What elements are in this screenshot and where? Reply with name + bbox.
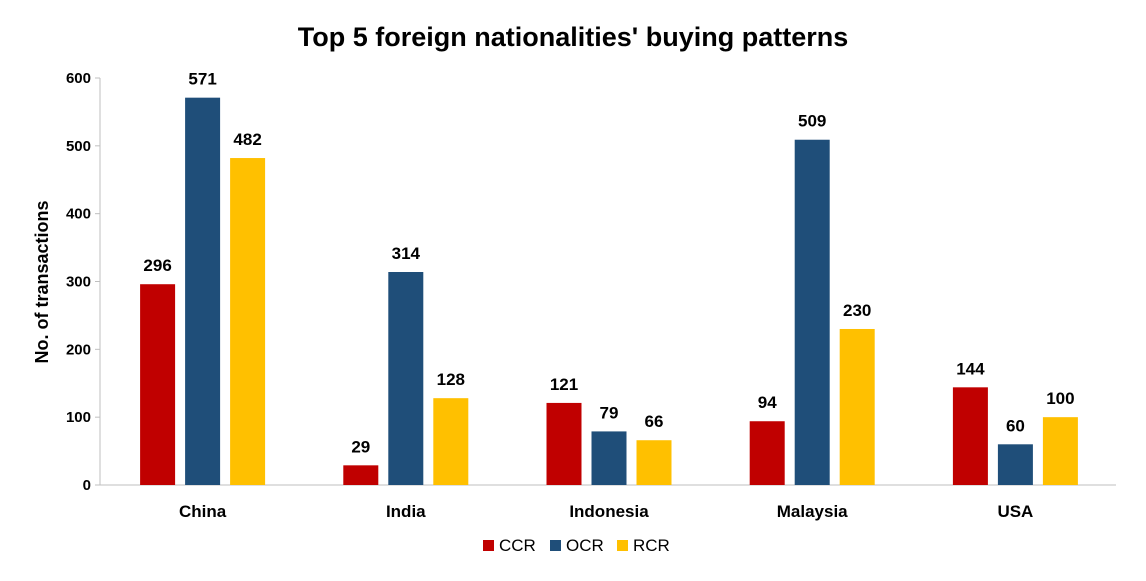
data-label: 100 [1046,389,1074,408]
legend-swatch [617,540,628,551]
data-label: 314 [392,244,421,263]
bar-ccr-indonesia [546,402,582,485]
data-label: 121 [550,375,578,394]
legend-label: RCR [633,536,670,555]
bar-ccr-malaysia [749,421,785,485]
legend-item-rcr: RCR [617,536,670,555]
bar-ocr-indonesia [591,431,627,485]
category-label: Indonesia [569,502,649,521]
category-label: Malaysia [777,502,848,521]
data-label: 571 [188,70,216,89]
legend-label: CCR [499,536,536,555]
legend: CCR OCR RCR [483,536,670,555]
data-label: 29 [351,437,370,456]
y-tick-label: 200 [66,341,91,358]
y-tick-label: 400 [66,206,91,223]
y-tick-label: 300 [66,274,91,291]
data-label: 482 [233,130,261,149]
bar-rcr-china [230,158,266,485]
bar-rcr-malaysia [839,328,875,485]
data-label: 230 [843,301,871,320]
data-label: 60 [1006,416,1025,435]
legend-swatch [550,540,561,551]
legend-item-ccr: CCR [483,536,536,555]
data-labels: 296 571 482 29 314 128 121 79 66 94 509 230 144 60 100 [143,70,1074,457]
category-label: USA [997,502,1033,521]
legend-item-ocr: OCR [550,536,604,555]
chart-title: Top 5 foreign nationalities' buying patt… [298,22,848,52]
data-label: 66 [645,412,664,431]
category-label: China [179,502,227,521]
bar-rcr-india [433,398,469,485]
bar-rcr-usa [1042,417,1078,485]
y-tick-label: 100 [66,409,91,426]
bar-ocr-india [388,272,424,485]
data-label: 296 [143,256,171,275]
y-tick-label: 600 [66,70,91,87]
y-tick-label: 0 [83,477,91,494]
data-label: 144 [956,359,985,378]
bar-ocr-china [185,97,221,486]
data-label: 128 [437,370,465,389]
bars [140,97,1078,486]
bar-ccr-usa [952,387,988,485]
bar-ccr-india [343,465,379,485]
y-axis: 0 100 200 300 400 500 600 [66,70,100,494]
bar-ocr-usa [997,444,1033,485]
bar-ccr-china [140,284,176,485]
bar-ocr-malaysia [794,139,830,485]
data-label: 94 [758,393,777,412]
data-label: 509 [798,112,826,131]
legend-label: OCR [566,536,604,555]
legend-swatch [483,540,494,551]
y-tick-label: 500 [66,138,91,155]
x-axis: China India Indonesia Malaysia USA [179,502,1033,521]
y-axis-title: No. of transactions [32,200,52,363]
data-label: 79 [600,403,619,422]
category-label: India [386,502,426,521]
bar-rcr-indonesia [636,440,672,485]
